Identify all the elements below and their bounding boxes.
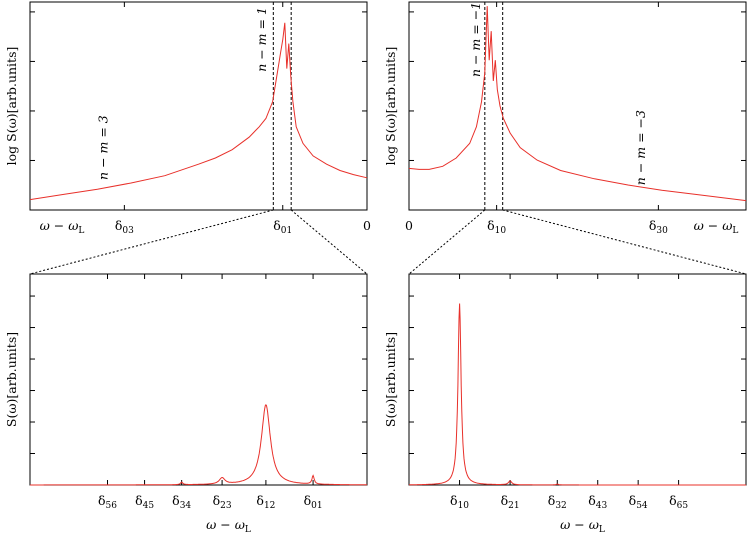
- y-axis-label: S(ω)[arb.units]: [383, 332, 398, 427]
- x-tick-label: δ23: [213, 493, 232, 511]
- x-tick-label: δ12: [256, 493, 275, 511]
- annotation: n − m = 3: [96, 115, 111, 180]
- x-tick-label: δ30: [649, 218, 668, 236]
- panel-top-left: δ03 δ01 0 log S(ω)[arb.units] ω − ωL n − m = …: [4, 1, 371, 236]
- series-line: [29, 22, 368, 201]
- x-tick-label: δ10: [487, 218, 506, 236]
- x-tick-label: δ54: [629, 493, 648, 511]
- x-tick-label: δ21: [501, 493, 520, 511]
- x-tick-label: δ34: [172, 493, 191, 511]
- x-tick-label: δ45: [135, 493, 154, 511]
- panel-bottom-left: δ56 δ45 δ34 δ23 δ12 δ01 S(ω)[arb.units] ω − ωL: [4, 273, 368, 535]
- series-line: [408, 6, 747, 202]
- series-line: [30, 403, 367, 486]
- x-tick-label: δ03: [115, 218, 134, 236]
- y-axis-label: log S(ω)[arb.units]: [383, 47, 398, 166]
- x-axis-label: ω − ωL: [560, 517, 605, 535]
- x-tick-label: δ65: [669, 493, 688, 511]
- plot-frame: [408, 1, 747, 211]
- zoom-connector: [502, 209, 747, 275]
- x-tick-label: δ32: [548, 493, 567, 511]
- zoom-connector: [408, 209, 486, 275]
- x-tick-label: δ43: [588, 493, 607, 511]
- annotation: n − m = −3: [633, 110, 648, 185]
- x-axis-label: ω − ωL: [40, 218, 85, 236]
- panel-bottom-right: δ10 δ21 δ32 δ43 δ54 δ65 S(ω)[arb.units] ω − ωL: [383, 273, 747, 535]
- plot-frame: [29, 1, 368, 211]
- x-tick-label: δ01: [304, 493, 323, 511]
- series-line: [408, 303, 746, 486]
- zoom-connector: [29, 209, 274, 275]
- y-axis-label: S(ω)[arb.units]: [4, 332, 19, 427]
- y-axis-label: log S(ω)[arb.units]: [4, 47, 19, 166]
- x-axis-label: ω − ωL: [206, 517, 251, 535]
- x-tick-label: δ10: [450, 493, 469, 511]
- x-axis-label: ω − ωL: [694, 218, 739, 236]
- annotation: n − m = 1: [254, 7, 269, 72]
- panel-top-right: 0 δ10 δ30 log S(ω)[arb.units] ω − ωL n − m = …: [383, 1, 747, 236]
- x-tick-label: 0: [363, 218, 371, 233]
- x-tick-label: δ56: [98, 493, 117, 511]
- zoom-connector: [290, 209, 368, 275]
- x-tick-label: δ01: [273, 218, 292, 236]
- x-tick-label: 0: [405, 218, 413, 233]
- annotation: n − m = −1: [468, 2, 483, 77]
- plot-frame: [29, 273, 368, 486]
